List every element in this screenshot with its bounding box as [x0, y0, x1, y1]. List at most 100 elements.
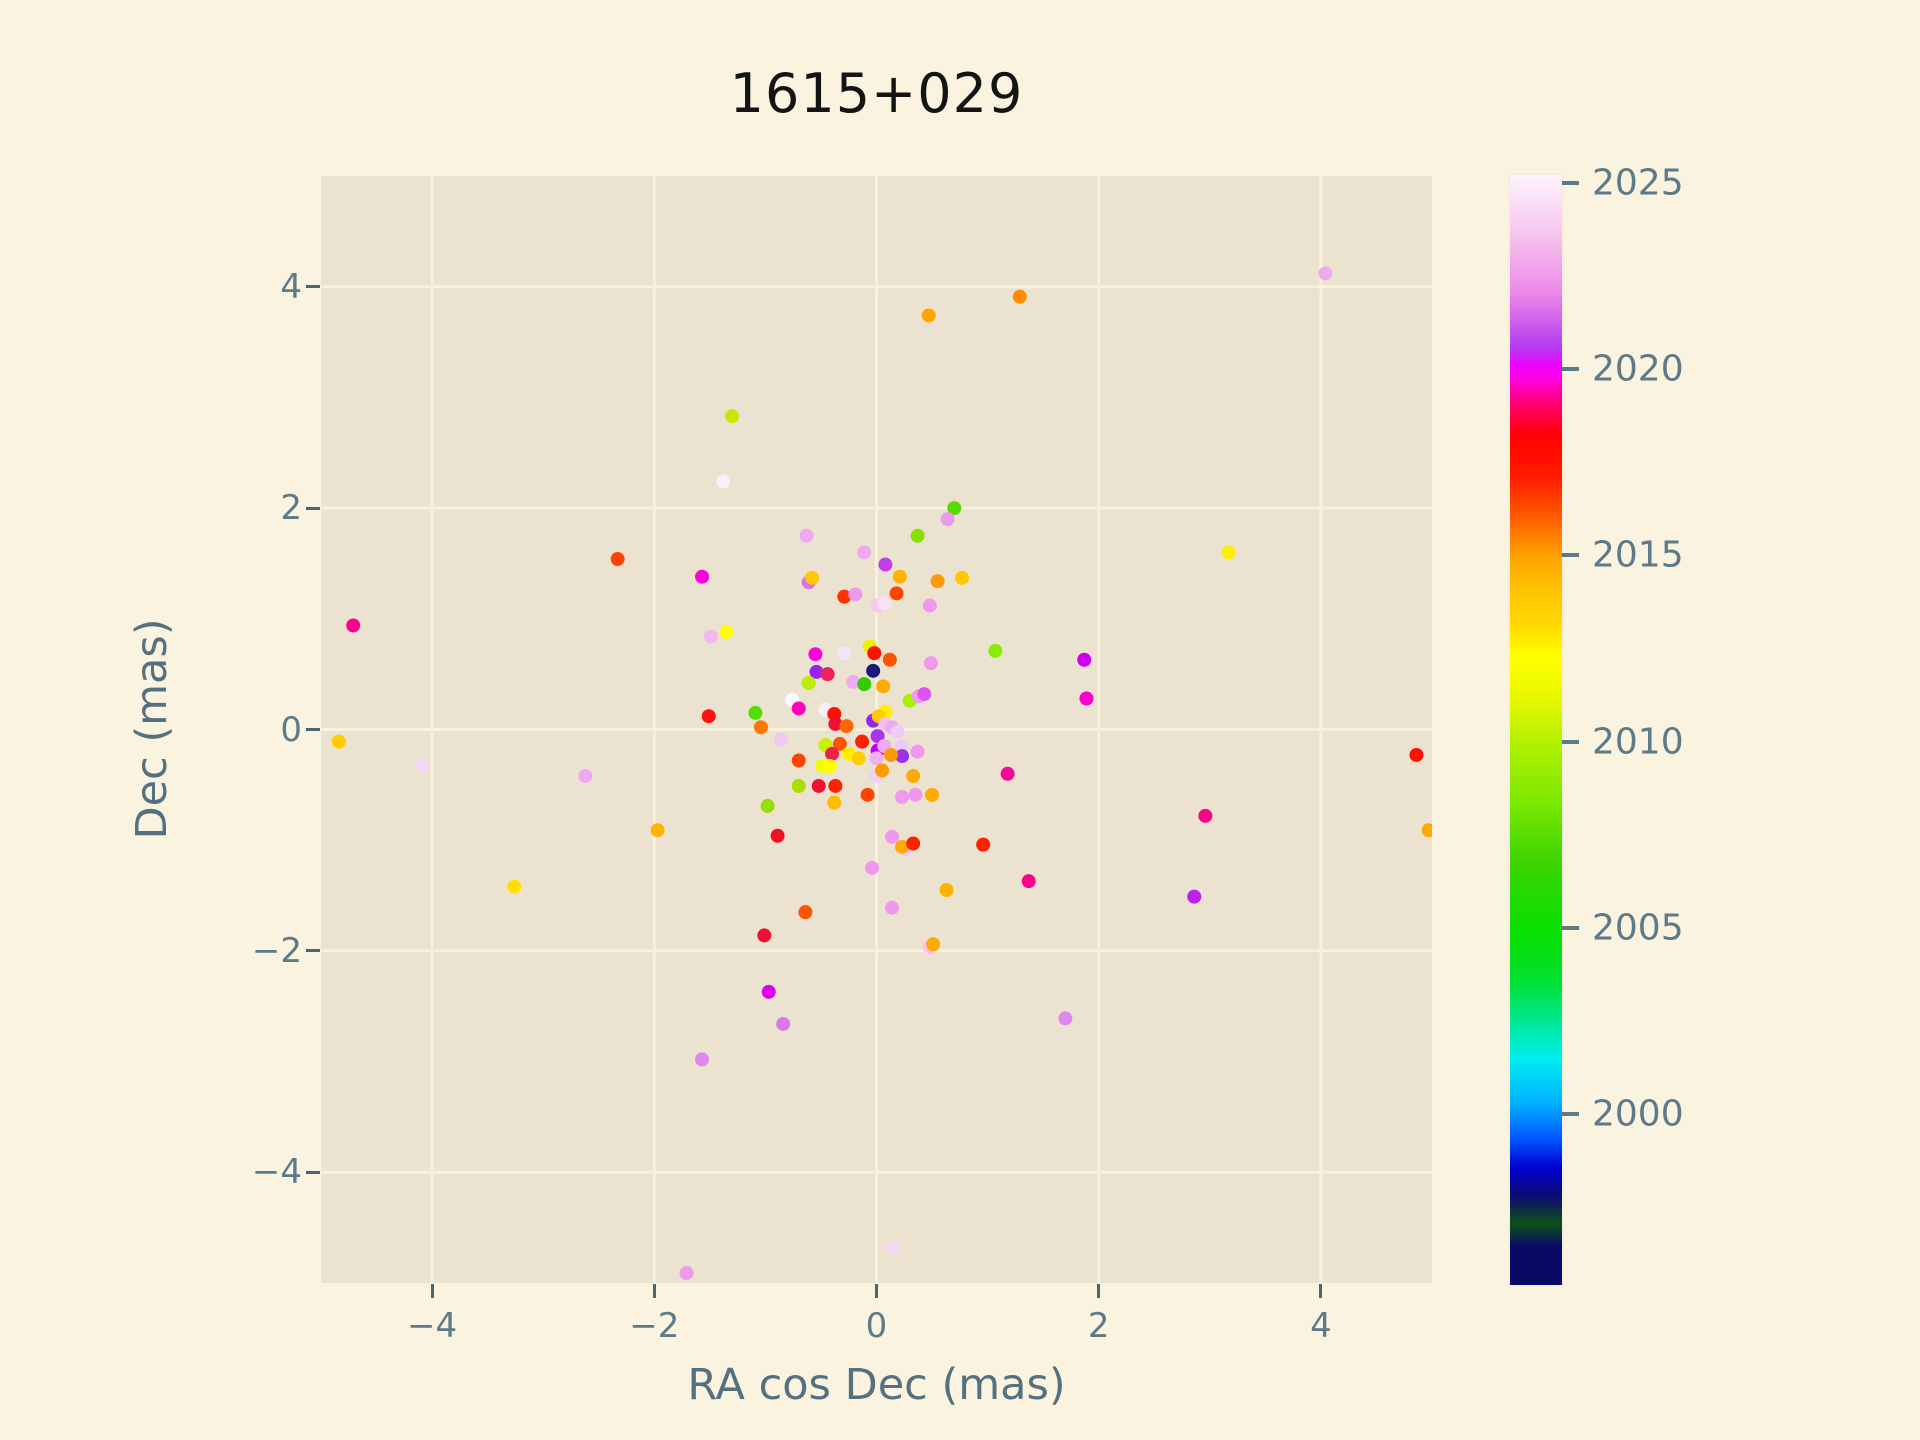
data-point[interactable]	[805, 570, 820, 585]
data-point[interactable]	[791, 701, 806, 716]
data-point[interactable]	[1421, 823, 1432, 838]
data-point[interactable]	[922, 598, 937, 613]
data-point[interactable]	[988, 643, 1003, 658]
data-point[interactable]	[870, 729, 885, 744]
data-point[interactable]	[895, 749, 910, 764]
data-point[interactable]	[837, 646, 852, 661]
data-point[interactable]	[801, 676, 816, 691]
data-point[interactable]	[917, 687, 932, 702]
data-point[interactable]	[876, 679, 891, 694]
data-point[interactable]	[877, 596, 892, 611]
data-point[interactable]	[825, 746, 840, 761]
data-point[interactable]	[886, 1240, 901, 1255]
data-point[interactable]	[753, 720, 768, 735]
data-point[interactable]	[860, 787, 875, 802]
data-point[interactable]	[1318, 266, 1333, 281]
data-point[interactable]	[939, 883, 954, 898]
data-point[interactable]	[695, 1052, 710, 1067]
data-point[interactable]	[878, 557, 893, 572]
data-point[interactable]	[926, 937, 941, 952]
data-point[interactable]	[895, 739, 910, 754]
data-point[interactable]	[885, 829, 900, 844]
data-point[interactable]	[882, 652, 897, 667]
data-point[interactable]	[679, 1266, 694, 1281]
data-point[interactable]	[908, 787, 923, 802]
data-point[interactable]	[921, 308, 936, 323]
data-point[interactable]	[976, 837, 991, 852]
data-point[interactable]	[725, 409, 740, 424]
data-point[interactable]	[1409, 747, 1424, 762]
data-point[interactable]	[346, 618, 361, 633]
data-point[interactable]	[811, 778, 826, 793]
data-point[interactable]	[1079, 691, 1094, 706]
data-point[interactable]	[846, 674, 861, 689]
data-point[interactable]	[760, 798, 775, 813]
data-point[interactable]	[773, 732, 788, 747]
data-point[interactable]	[507, 879, 522, 894]
data-point[interactable]	[925, 787, 940, 802]
data-point[interactable]	[895, 839, 910, 854]
data-point[interactable]	[923, 656, 938, 671]
data-point[interactable]	[892, 569, 907, 584]
data-point[interactable]	[828, 778, 843, 793]
data-point[interactable]	[910, 744, 925, 759]
data-point[interactable]	[761, 984, 776, 999]
data-point[interactable]	[809, 664, 824, 679]
data-point[interactable]	[808, 647, 823, 662]
data-point[interactable]	[839, 719, 854, 734]
data-point[interactable]	[650, 823, 665, 838]
data-point[interactable]	[832, 736, 847, 751]
data-point[interactable]	[1198, 808, 1213, 823]
data-point[interactable]	[940, 512, 955, 527]
data-point[interactable]	[906, 768, 921, 783]
data-point[interactable]	[851, 751, 866, 766]
data-point[interactable]	[610, 552, 625, 567]
data-point[interactable]	[757, 928, 772, 943]
data-point[interactable]	[1012, 289, 1027, 304]
data-point[interactable]	[716, 474, 731, 489]
data-point[interactable]	[895, 790, 910, 805]
data-point[interactable]	[415, 759, 430, 774]
data-point[interactable]	[866, 663, 881, 678]
data-point[interactable]	[695, 569, 710, 584]
data-point[interactable]	[1000, 766, 1015, 781]
data-point[interactable]	[867, 646, 882, 661]
scatter-plot-area[interactable]	[321, 176, 1432, 1283]
data-point[interactable]	[955, 570, 970, 585]
data-point[interactable]	[798, 905, 813, 920]
data-point[interactable]	[910, 528, 925, 543]
data-point[interactable]	[848, 587, 863, 602]
data-point[interactable]	[869, 751, 884, 766]
data-point[interactable]	[837, 589, 852, 604]
data-point[interactable]	[865, 860, 880, 875]
data-point[interactable]	[855, 734, 870, 749]
data-point[interactable]	[719, 625, 734, 640]
data-point[interactable]	[331, 734, 346, 749]
data-point[interactable]	[947, 501, 962, 516]
data-point[interactable]	[1021, 874, 1036, 889]
data-point[interactable]	[885, 900, 900, 915]
data-point[interactable]	[889, 586, 904, 601]
data-point[interactable]	[578, 768, 593, 783]
data-point[interactable]	[1077, 652, 1092, 667]
data-point[interactable]	[828, 716, 843, 731]
data-point[interactable]	[776, 1016, 791, 1031]
data-point[interactable]	[1221, 545, 1236, 560]
data-point[interactable]	[791, 778, 806, 793]
data-point[interactable]	[820, 667, 835, 682]
data-point[interactable]	[890, 724, 905, 739]
data-point[interactable]	[827, 795, 842, 810]
data-point[interactable]	[703, 629, 718, 644]
data-point[interactable]	[822, 759, 837, 774]
data-point[interactable]	[875, 763, 890, 778]
data-point[interactable]	[770, 828, 785, 843]
data-point[interactable]	[1187, 889, 1202, 904]
data-point[interactable]	[883, 747, 898, 762]
data-point[interactable]	[701, 709, 716, 724]
data-point[interactable]	[1058, 1011, 1073, 1026]
data-point[interactable]	[799, 528, 814, 543]
data-point[interactable]	[857, 677, 872, 692]
data-point[interactable]	[906, 836, 921, 851]
data-point[interactable]	[930, 574, 945, 589]
data-point[interactable]	[748, 705, 763, 720]
